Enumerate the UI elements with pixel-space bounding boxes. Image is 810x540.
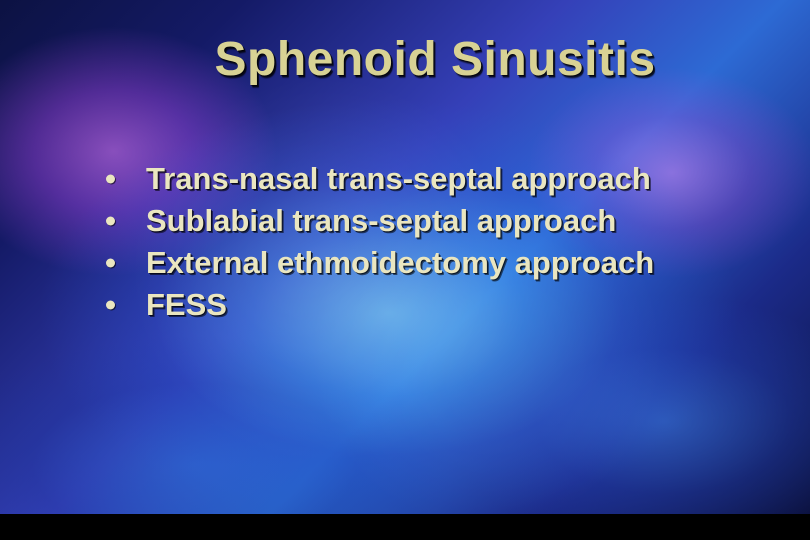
bullet-icon	[106, 301, 115, 310]
title-area: Sphenoid Sinusitis	[0, 32, 810, 87]
list-item: External ethmoidectomy approach	[98, 242, 770, 284]
content-area: Trans-nasal trans-septal approach Sublab…	[98, 158, 770, 326]
bullet-icon	[106, 217, 115, 226]
bullet-list: Trans-nasal trans-septal approach Sublab…	[98, 158, 770, 326]
bullet-icon	[106, 259, 115, 268]
bullet-text: Trans-nasal trans-septal approach	[146, 161, 651, 196]
bullet-text: External ethmoidectomy approach	[146, 245, 654, 280]
list-item: Trans-nasal trans-septal approach	[98, 158, 770, 200]
bullet-text: FESS	[146, 287, 227, 322]
slide: Sphenoid Sinusitis Trans-nasal trans-sep…	[0, 0, 810, 540]
list-item: Sublabial trans-septal approach	[98, 200, 770, 242]
list-item: FESS	[98, 284, 770, 326]
slide-title: Sphenoid Sinusitis	[214, 32, 655, 87]
bullet-text: Sublabial trans-septal approach	[146, 203, 616, 238]
bullet-icon	[106, 175, 115, 184]
